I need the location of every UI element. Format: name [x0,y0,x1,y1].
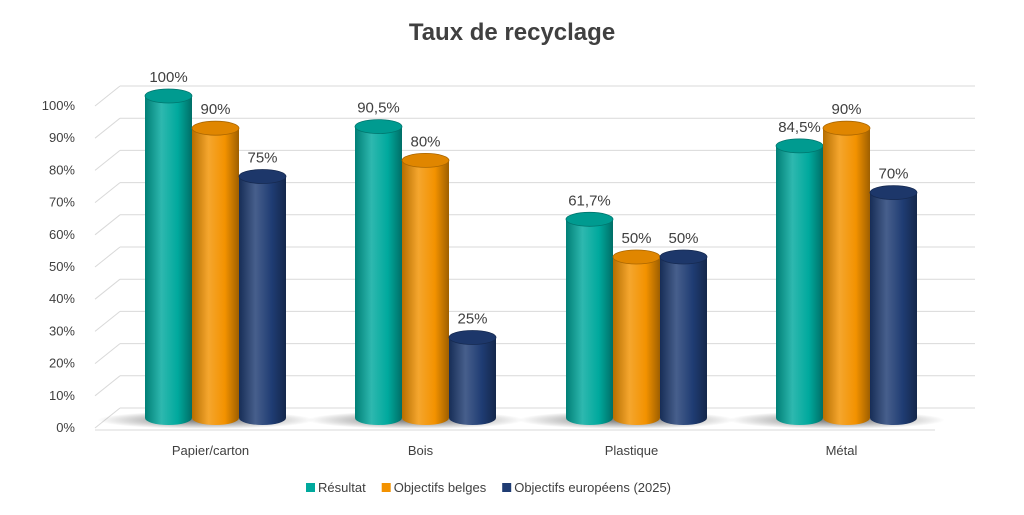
grid-line-diagonal [94,214,121,236]
bar-body [355,126,402,425]
bar-body [449,337,496,425]
bar-top [144,88,193,104]
bar-body [776,145,823,425]
x-axis: Papier/carton Bois Plastique Métal [172,443,858,458]
grid-line-diagonal [94,246,121,268]
chart-title: Taux de recyclage [409,19,615,46]
legend-item: Résultat [306,480,366,495]
x-tick-label: Papier/carton [172,443,249,458]
y-tick-label: 30% [49,323,75,338]
bar-body [822,128,870,425]
bar-top [612,249,661,265]
bar-body [402,160,449,425]
bar [401,152,450,425]
data-label: 70% [878,166,908,183]
bar-top [238,169,287,184]
legend-label: Objectifs belges [394,480,487,495]
data-label: 90% [831,101,861,118]
legend-item: Objectifs belges [381,480,487,495]
grid-line-diagonal [94,85,121,107]
data-label: 75% [247,150,277,167]
data-label: 84,5% [778,119,821,136]
bar [144,88,193,425]
bar-body [660,257,707,425]
bar-body [613,257,660,425]
bar [869,185,918,425]
bar-top [565,211,614,227]
bar [822,120,871,425]
bar [191,120,240,425]
grid-line-diagonal [94,278,121,300]
y-tick-label: 50% [49,259,75,274]
bar-top [354,119,403,134]
bar-top [775,138,824,154]
y-tick-label: 60% [49,227,75,242]
bar-top [448,330,497,345]
data-label: 80% [410,133,440,150]
y-tick-label: 40% [49,291,75,306]
y-tick-label: 80% [49,162,75,177]
grid-line-diagonal [94,150,121,171]
legend: Résultat Objectifs belges Objectifs europé… [306,480,671,495]
bar-top [869,185,918,201]
bar [659,249,708,425]
data-label: 100% [149,69,187,86]
data-labels: 100% 90% 75% 90,5% 80% 25% 61,7% 50% 50% 84,5% 90%… [149,69,908,328]
data-label: 25% [457,311,487,328]
bar-top [401,152,450,168]
y-tick-label: 0% [56,420,75,435]
x-tick-label: Métal [826,443,858,458]
bar-body [566,219,613,425]
bars [144,88,918,425]
bar-body [192,128,239,425]
data-label: 50% [668,230,698,247]
bar [612,249,661,425]
grid-line-diagonal [94,182,121,203]
bar [448,330,497,425]
bar [354,119,403,425]
data-label: 90,5% [357,100,400,117]
y-tick-label: 100% [42,98,76,113]
y-tick-label: 20% [49,356,75,371]
y-tick-label: 90% [49,130,75,145]
y-tick-label: 10% [49,388,75,403]
bar [238,169,287,425]
grid-line-diagonal [94,375,121,397]
bar [565,211,614,425]
bar-body [239,176,286,425]
x-tick-label: Plastique [605,443,658,458]
grid-line-diagonal [94,311,121,332]
bar-body [145,96,192,425]
legend-swatch [306,483,315,492]
grid-line-diagonal [94,117,121,139]
bar-top [822,120,871,136]
grid-line-diagonal [94,343,121,364]
bar-top [659,249,708,265]
y-tick-label: 70% [49,195,75,210]
legend-swatch [502,483,512,492]
legend-item: Objectifs européens (2025) [502,480,671,495]
data-label: 50% [621,230,651,247]
bar-body [870,192,917,425]
legend-label: Objectifs européens (2025) [514,480,671,495]
bar-top [191,120,240,136]
bar [775,138,824,425]
legend-swatch [381,483,391,492]
x-tick-label: Bois [408,443,434,458]
data-label: 61,7% [568,192,611,209]
data-label: 90% [200,101,230,118]
legend-label: Résultat [318,480,366,495]
y-axis: 0% 10% 20% 30% 40% 50% 60% 70% 80% 90% 100% [42,98,76,435]
